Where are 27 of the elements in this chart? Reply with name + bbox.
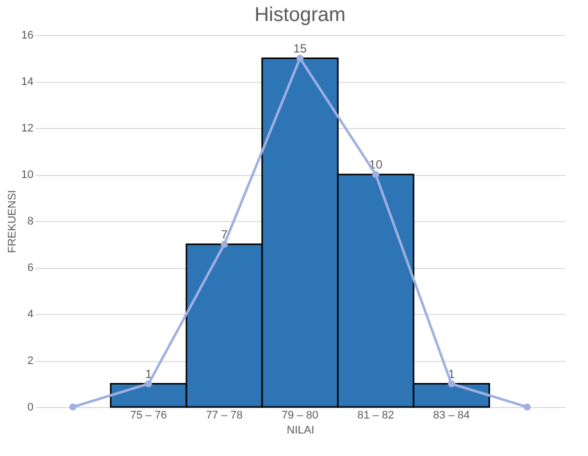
y-tick-label: 14 (21, 76, 34, 88)
x-tick-label: 81 – 82 (357, 410, 394, 422)
y-tick-label: 10 (21, 169, 34, 181)
point (220, 240, 228, 248)
point (296, 54, 304, 62)
y-tick-label: 2 (27, 355, 34, 367)
point (69, 403, 76, 411)
data-label: 15 (293, 41, 307, 56)
x-tick-label: 83 – 84 (433, 410, 470, 422)
y-tick-label: 8 (27, 216, 34, 228)
y-tick-label: 4 (27, 308, 34, 320)
data-label: 1 (145, 366, 152, 381)
y-tick-label: 16 (21, 30, 34, 42)
point (372, 170, 380, 178)
point (524, 403, 531, 411)
point (448, 380, 455, 388)
x-axis-title: NILAI (286, 424, 314, 436)
y-tick-label: 12 (21, 122, 34, 134)
x-tick-label: 77 – 78 (206, 410, 243, 422)
x-tick-label: 75 – 76 (130, 410, 167, 422)
y-axis-title: FREKUENSI (6, 190, 18, 253)
chart-title: Histogram (254, 4, 346, 26)
y-tick-label: 6 (27, 262, 34, 274)
point (145, 380, 152, 388)
data-label: 7 (220, 227, 228, 242)
x-tick-label: 79 – 80 (282, 410, 318, 422)
y-tick-label: 0 (27, 402, 34, 414)
